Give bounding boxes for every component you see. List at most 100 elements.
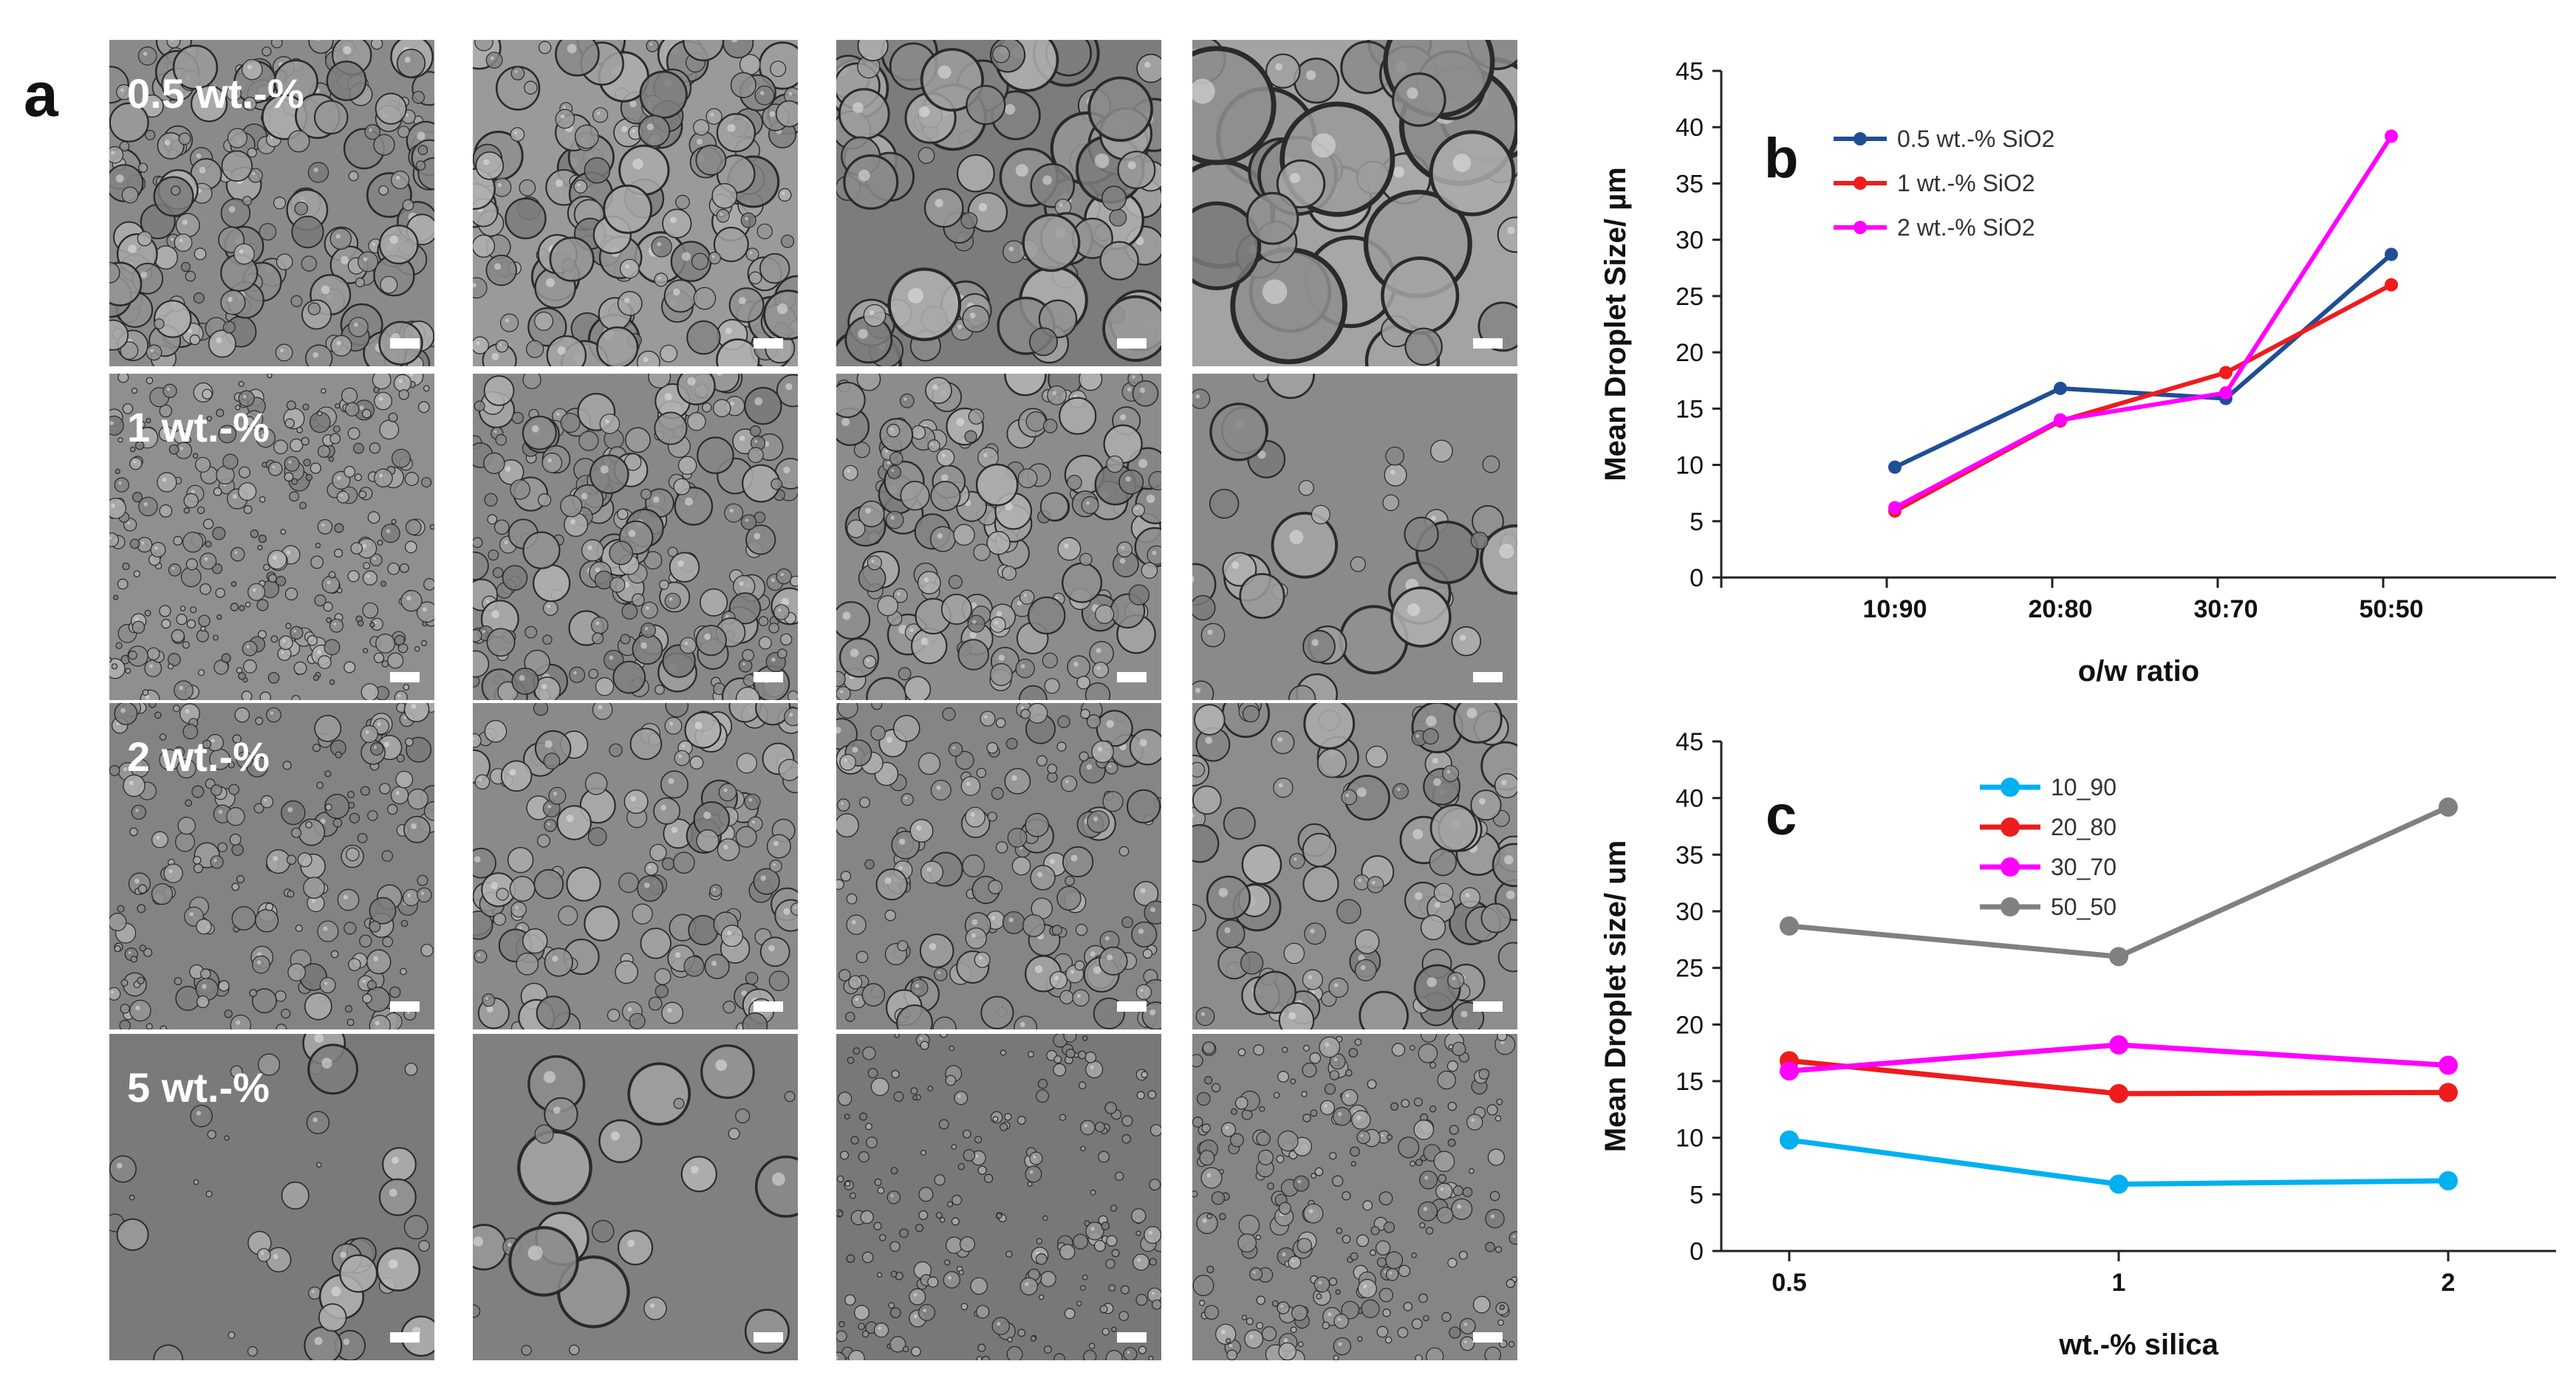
data-point bbox=[2219, 366, 2232, 380]
y-axis-label: Mean Droplet Size/ µm bbox=[1599, 167, 1632, 481]
legend-marker bbox=[1854, 132, 1867, 145]
panel-letter: c bbox=[1766, 784, 1797, 847]
micrograph-image bbox=[473, 374, 798, 700]
micrograph-image bbox=[1192, 1034, 1517, 1360]
data-point bbox=[1780, 1061, 1799, 1080]
micrograph-tile bbox=[836, 1034, 1161, 1360]
row-label: 1 wt.-% bbox=[127, 403, 270, 451]
micrograph-image bbox=[473, 40, 798, 366]
micrograph-tile bbox=[1192, 374, 1517, 700]
scale-bar bbox=[754, 1332, 783, 1343]
legend-marker bbox=[1854, 176, 1867, 190]
data-point bbox=[1888, 461, 1902, 474]
y-tick-label: 0 bbox=[1690, 1238, 1704, 1266]
data-point bbox=[2439, 798, 2458, 817]
y-tick-label: 0 bbox=[1690, 564, 1704, 592]
legend-marker bbox=[2001, 778, 2020, 797]
micrograph-image bbox=[1192, 374, 1517, 700]
data-point bbox=[2054, 382, 2067, 395]
y-tick-label: 5 bbox=[1690, 1181, 1704, 1209]
data-point bbox=[2109, 1035, 2128, 1055]
y-tick-label: 25 bbox=[1675, 283, 1704, 311]
scale-bar bbox=[390, 672, 420, 682]
data-point bbox=[2054, 414, 2067, 427]
data-point bbox=[1888, 501, 1902, 514]
y-tick-label: 30 bbox=[1675, 227, 1704, 255]
micrograph-tile bbox=[1192, 40, 1517, 366]
data-point bbox=[2109, 1084, 2128, 1103]
y-tick-label: 45 bbox=[1675, 58, 1704, 86]
scale-bar bbox=[1117, 338, 1147, 349]
y-tick-label: 15 bbox=[1675, 395, 1704, 423]
micrograph-tile bbox=[1192, 1034, 1517, 1360]
data-point bbox=[2439, 1171, 2458, 1190]
scale-bar bbox=[390, 1332, 420, 1343]
data-point bbox=[1780, 916, 1799, 936]
x-axis-label: o/w ratio bbox=[2078, 655, 2199, 688]
micrograph-image bbox=[1192, 703, 1517, 1029]
x-tick-label: 2 bbox=[2442, 1269, 2456, 1297]
micrograph-image bbox=[836, 374, 1161, 700]
y-tick-label: 30 bbox=[1675, 898, 1704, 926]
y-tick-label: 40 bbox=[1675, 114, 1704, 142]
scale-bar bbox=[1473, 338, 1503, 349]
legend-marker bbox=[2001, 897, 2020, 916]
legend-label: 2 wt.-% SiO2 bbox=[1897, 214, 2035, 241]
row-label: 2 wt.-% bbox=[127, 733, 270, 781]
x-tick-label: 50:50 bbox=[2360, 595, 2424, 623]
legend-label: 30_70 bbox=[2051, 854, 2117, 880]
micrograph-image bbox=[836, 40, 1161, 366]
micrograph-tile bbox=[473, 40, 798, 366]
legend-label: 0.5 wt.-% SiO2 bbox=[1897, 126, 2054, 152]
scale-bar bbox=[1473, 672, 1503, 682]
data-point bbox=[2385, 247, 2398, 261]
x-tick-label: 30:70 bbox=[2194, 595, 2258, 623]
micrograph-tile bbox=[836, 703, 1161, 1029]
data-point bbox=[2385, 278, 2398, 292]
panel-a-letter: a bbox=[24, 59, 58, 131]
micrograph-image bbox=[836, 703, 1161, 1029]
micrograph-tile bbox=[836, 40, 1161, 366]
legend-label: 10_90 bbox=[2051, 774, 2117, 801]
y-tick-label: 10 bbox=[1675, 1125, 1704, 1153]
y-tick-label: 20 bbox=[1675, 1011, 1704, 1039]
series-line bbox=[1895, 255, 2391, 467]
legend-label: 50_50 bbox=[2051, 894, 2117, 920]
scale-bar bbox=[1473, 1001, 1503, 1012]
micrograph-tile bbox=[473, 374, 798, 700]
y-tick-label: 45 bbox=[1675, 728, 1704, 756]
data-point bbox=[2385, 129, 2398, 143]
scale-bar bbox=[754, 1001, 783, 1012]
legend-marker bbox=[2001, 818, 2020, 837]
scale-bar bbox=[390, 1001, 420, 1012]
y-tick-label: 10 bbox=[1675, 452, 1704, 480]
legend-marker bbox=[2001, 857, 2020, 877]
micrograph-image bbox=[836, 1034, 1161, 1360]
micrograph-tile bbox=[473, 703, 798, 1029]
scale-bar bbox=[1473, 1332, 1503, 1343]
micrograph-image bbox=[473, 1034, 798, 1360]
micrograph-tile bbox=[836, 374, 1161, 700]
y-axis-label: Mean Droplet size/ um bbox=[1599, 840, 1632, 1152]
y-tick-label: 5 bbox=[1690, 508, 1704, 536]
y-tick-label: 40 bbox=[1675, 785, 1704, 813]
y-tick-label: 20 bbox=[1675, 339, 1704, 367]
data-point bbox=[2109, 1175, 2128, 1194]
data-point bbox=[2439, 1083, 2458, 1102]
micrograph-image bbox=[1192, 40, 1517, 366]
micrograph-tile bbox=[1192, 703, 1517, 1029]
data-point bbox=[2439, 1056, 2458, 1075]
micrograph-tile bbox=[473, 1034, 798, 1360]
scale-bar bbox=[390, 338, 420, 349]
panel-letter: b bbox=[1764, 127, 1798, 190]
x-axis-label: wt.-% silica bbox=[2058, 1329, 2218, 1361]
legend-label: 20_80 bbox=[2051, 814, 2117, 840]
x-tick-label: 20:80 bbox=[2029, 595, 2093, 623]
series-line bbox=[1789, 807, 2448, 956]
data-point bbox=[2109, 947, 2128, 966]
y-tick-label: 25 bbox=[1675, 955, 1704, 983]
